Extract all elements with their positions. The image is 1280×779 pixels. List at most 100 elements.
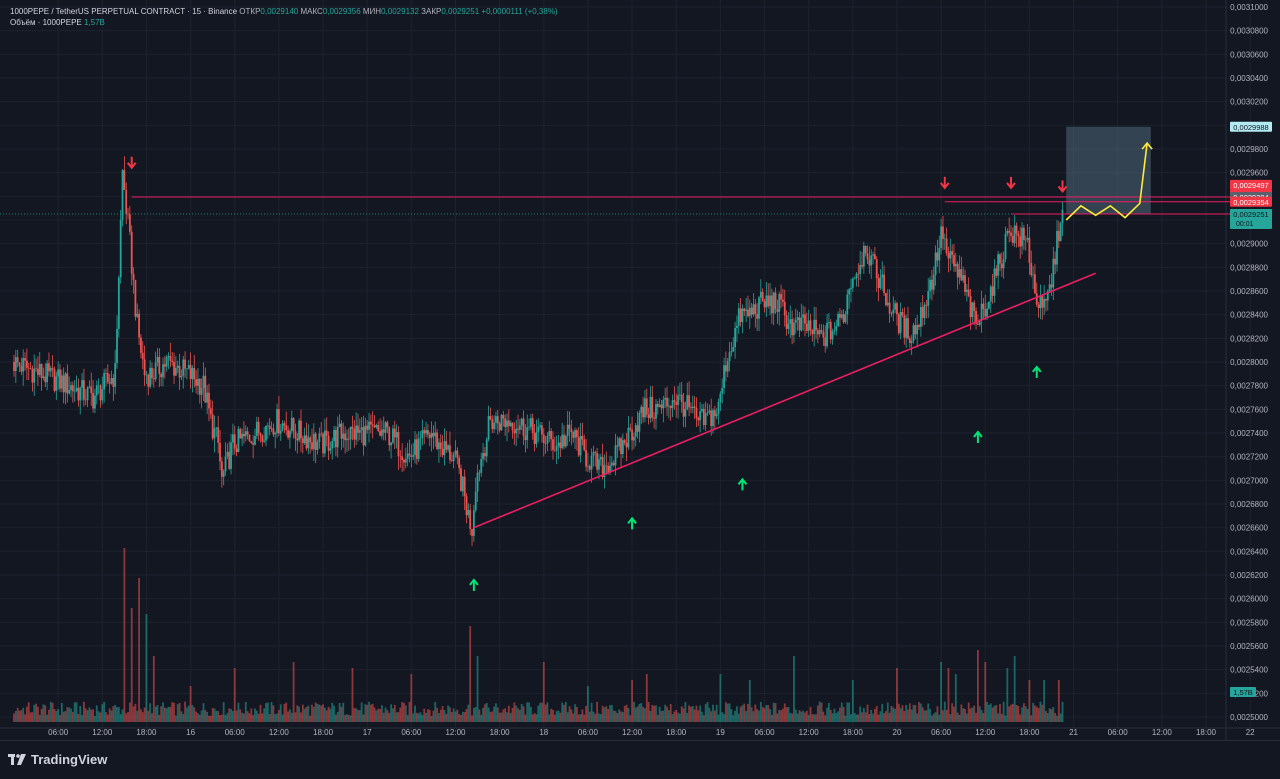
volume-bar — [761, 706, 764, 722]
candle-body — [905, 318, 908, 338]
candle-body — [585, 450, 587, 467]
candle-body — [831, 331, 834, 340]
volume-bar — [244, 701, 247, 722]
chart-canvas[interactable]: 0,0031000 0,0030800 0,0030600 0,0030400 0,00… — [0, 0, 1280, 740]
volume-bar — [355, 708, 358, 722]
candle-body — [980, 303, 983, 321]
candle-body — [903, 315, 906, 338]
candle-body — [404, 459, 407, 463]
volume-bar — [829, 709, 832, 722]
candle-body — [423, 430, 426, 434]
volume-bar — [84, 708, 87, 722]
price-tick-label: 0,0027600 — [1230, 405, 1268, 414]
volume-bar — [1008, 706, 1011, 722]
volume-bar — [186, 707, 188, 722]
price-tick-label: 0,0029800 — [1230, 145, 1268, 154]
candle-body — [953, 255, 955, 267]
volume-bar — [588, 711, 591, 722]
candle-body — [669, 405, 672, 409]
volume-bar — [105, 712, 107, 722]
time-tick-label: 19 — [716, 728, 725, 737]
candle-body — [610, 462, 613, 466]
volume-bar — [318, 704, 321, 722]
volume-bar — [693, 709, 696, 722]
volume-bar — [298, 706, 301, 722]
candle-body — [763, 300, 766, 308]
candle-body — [629, 427, 632, 430]
candle-body — [283, 423, 286, 426]
candle-body — [461, 476, 464, 492]
time-tick-label: 06:00 — [931, 728, 952, 737]
volume-bar — [524, 714, 527, 722]
candle-body — [226, 451, 229, 457]
candle-body — [425, 429, 427, 434]
volume-bar — [29, 712, 32, 722]
volume-bar — [125, 713, 128, 722]
volume-bar — [88, 707, 91, 722]
candle-body — [377, 425, 380, 432]
volume-bar — [682, 708, 685, 722]
volume-bar — [988, 704, 990, 722]
volume-bar — [151, 713, 153, 722]
candle-body — [357, 425, 359, 433]
candle-body — [741, 308, 744, 323]
volume-bar — [883, 713, 885, 722]
volume-bar — [303, 708, 306, 722]
candle-body — [272, 428, 275, 435]
candle-body — [542, 434, 545, 444]
volume-bar — [66, 707, 69, 722]
projection-arrowhead — [1141, 141, 1153, 150]
volume-label[interactable]: Объём · 1000PEPE — [10, 18, 82, 27]
candle-body — [480, 459, 483, 473]
price-chart[interactable]: 0,0031000 0,0030800 0,0030600 0,0030400 0,00… — [0, 0, 1280, 740]
volume-bar — [97, 711, 100, 722]
volume-bar — [162, 702, 164, 722]
volume-bar — [59, 714, 61, 722]
volume-bar — [476, 656, 479, 722]
candle-body — [244, 431, 247, 437]
candle-body — [758, 297, 760, 319]
candle-body — [105, 373, 107, 374]
tradingview-logo[interactable]: TradingView — [8, 752, 107, 767]
volume-bar — [397, 712, 400, 722]
volume-bar — [669, 704, 672, 722]
volume-bar — [35, 703, 37, 722]
candle-body — [1052, 258, 1055, 288]
volume-bar — [1043, 680, 1046, 722]
candle-body — [128, 214, 131, 232]
candle-body — [20, 366, 23, 372]
candle-body — [149, 367, 152, 387]
volume-bar — [316, 703, 319, 722]
volume-bar — [951, 703, 954, 722]
candle-body — [783, 301, 786, 316]
volume-bar — [276, 713, 278, 722]
volume-bar — [609, 705, 611, 722]
candle-body — [873, 254, 876, 260]
candle-body — [620, 438, 622, 454]
volume-bar — [813, 714, 816, 722]
volume-bar — [1026, 708, 1029, 722]
volume-bar — [886, 702, 889, 722]
volume-bar — [840, 702, 843, 722]
candle-body — [254, 436, 256, 445]
candle-body — [202, 375, 205, 388]
volume-bar — [452, 708, 455, 722]
volume-bar — [975, 712, 977, 722]
volume-bar — [984, 662, 987, 722]
candle-body — [103, 373, 106, 390]
time-tick-label: 12:00 — [799, 728, 820, 737]
candle-body — [250, 441, 253, 443]
candle-body — [566, 424, 569, 436]
candle-body — [70, 385, 72, 391]
candle-body — [498, 423, 501, 431]
candle-body — [1032, 274, 1034, 276]
volume-bar — [373, 707, 376, 722]
candle-body — [506, 420, 508, 427]
volume-bar — [949, 714, 952, 722]
candle-body — [340, 423, 343, 439]
volume-bar — [723, 713, 725, 722]
symbol-title[interactable]: 1000PEPE / TetherUS PERPETUAL CONTRACT ·… — [10, 7, 238, 16]
volume-bar — [969, 708, 972, 722]
candle-body — [1054, 258, 1057, 265]
volume-bar — [312, 706, 315, 722]
